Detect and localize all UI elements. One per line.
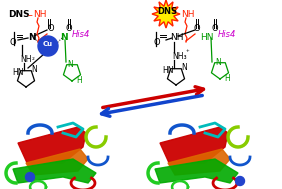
- Text: O: O: [212, 24, 219, 33]
- Text: O: O: [10, 38, 17, 47]
- Polygon shape: [152, 0, 180, 28]
- Polygon shape: [160, 127, 228, 165]
- Text: H: H: [76, 76, 82, 85]
- Text: DNS: DNS: [8, 10, 30, 19]
- Text: NH: NH: [33, 10, 47, 19]
- Text: ⁺: ⁺: [186, 50, 190, 56]
- Text: O: O: [66, 24, 73, 33]
- Text: HN: HN: [162, 66, 173, 75]
- Polygon shape: [18, 127, 86, 165]
- Text: H: H: [224, 74, 230, 83]
- Circle shape: [38, 36, 58, 56]
- Text: NH₃: NH₃: [172, 52, 187, 61]
- Circle shape: [235, 177, 244, 185]
- Text: N: N: [215, 58, 221, 67]
- Text: O: O: [194, 24, 201, 33]
- Polygon shape: [26, 149, 88, 175]
- Text: NH: NH: [181, 10, 195, 19]
- Polygon shape: [13, 159, 96, 183]
- Text: NH: NH: [170, 33, 184, 42]
- Text: HN: HN: [200, 33, 213, 42]
- Text: N: N: [181, 63, 187, 72]
- Circle shape: [25, 173, 34, 181]
- Text: N: N: [67, 60, 73, 69]
- Text: O: O: [153, 38, 160, 47]
- Text: –: –: [28, 10, 33, 20]
- Text: His4: His4: [218, 30, 236, 39]
- Text: HN: HN: [12, 68, 23, 77]
- Text: N: N: [28, 33, 36, 42]
- Text: ₂: ₂: [32, 55, 35, 61]
- Polygon shape: [168, 149, 230, 175]
- Text: N: N: [31, 65, 37, 74]
- Text: NH: NH: [20, 55, 32, 64]
- Text: His4: His4: [72, 30, 90, 39]
- Polygon shape: [155, 159, 238, 183]
- Text: Cu: Cu: [43, 41, 53, 47]
- Text: N: N: [60, 33, 68, 42]
- Text: O: O: [48, 24, 55, 33]
- Text: DNS: DNS: [157, 7, 177, 16]
